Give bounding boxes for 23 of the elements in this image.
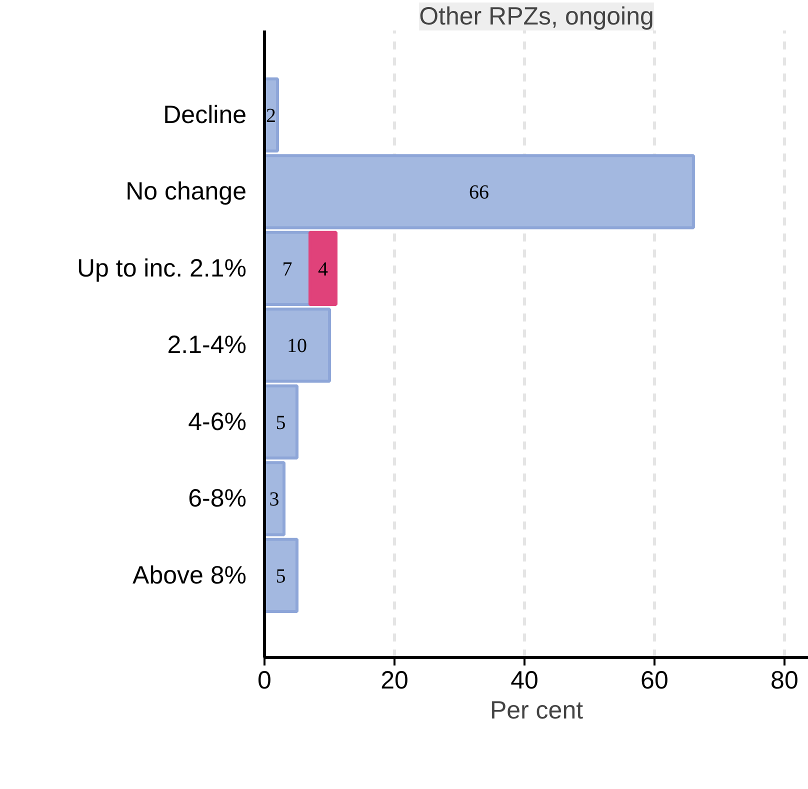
x-tick-label: 20 [380, 666, 408, 694]
data-label: 4 [318, 258, 328, 280]
x-tick-label: 0 [258, 666, 272, 694]
data-label: 3 [269, 488, 280, 511]
y-tick-label: Above 8% [132, 561, 247, 590]
data-label: 2 [266, 104, 276, 127]
chart-title: Other RPZs, ongoing [419, 2, 654, 30]
x-tick-label: 40 [510, 666, 538, 694]
y-tick-label: 6-8% [188, 484, 247, 513]
bar [264, 538, 298, 613]
y-tick-label: 2.1-4% [167, 331, 247, 360]
data-label: 10 [286, 335, 307, 358]
y-tick-label: Up to inc. 2.1% [76, 254, 246, 282]
data-label: 5 [276, 565, 286, 588]
y-tick-label: Decline [163, 100, 246, 129]
data-label: 66 [468, 182, 489, 204]
x-tick-label: 60 [640, 666, 668, 694]
x-tick-label: 80 [770, 666, 798, 694]
y-tick-label: 4-6% [188, 408, 247, 436]
x-axis-title: Per cent [490, 696, 584, 724]
y-tick-label: No change [126, 178, 247, 206]
data-label: 7 [282, 258, 292, 280]
data-label: 5 [276, 412, 286, 434]
